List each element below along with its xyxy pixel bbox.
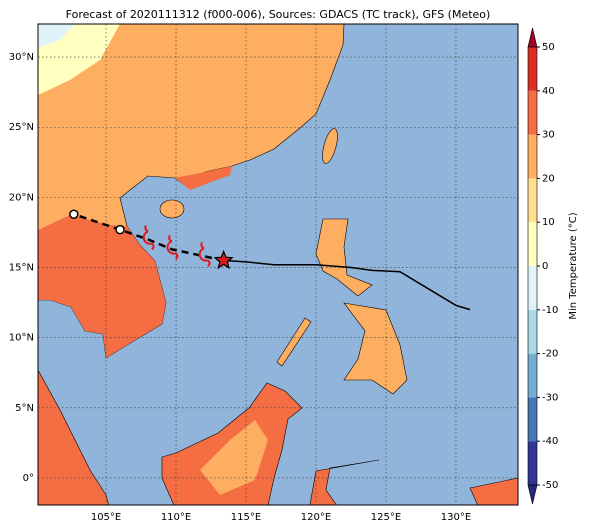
colorbar-tick-label: -10 [542,305,558,316]
warm-coast [175,166,232,190]
cold-highland [38,24,120,95]
sumatra [38,369,109,505]
colorbar-segment [528,178,537,223]
colorbar-segment [528,90,537,135]
lon-tick-label: 120°E [301,512,331,523]
colorbar-tick-label: -50 [542,480,558,491]
lat-tick-label: 25°N [9,122,34,133]
lat-tick-label: 0° [23,473,34,484]
colorbar-segment [528,441,537,485]
lon-tick-label: 130°E [441,512,471,523]
colorbar-tick-label: -40 [542,436,558,447]
storm-symbol [166,234,179,260]
colorbar-tick-label: 40 [542,86,555,97]
depression-symbol [69,209,79,219]
colorbar-tick-label: 10 [542,217,555,228]
lon-tick-label: 125°E [371,512,401,523]
colorbar-segment [528,47,537,91]
colorbar-tick-label: 20 [542,173,555,184]
cold-corner [38,24,75,48]
warm-indochina [38,215,166,358]
sulawesi [309,459,380,505]
forecast-track [73,213,224,262]
lat-tick-label: 10°N [9,333,34,344]
colorbar-tick-label: 50 [542,42,555,53]
colorbar-tick-label: -30 [542,392,558,403]
map-frame [37,23,519,506]
colorbar-segment [528,266,537,310]
east-islands [469,477,518,505]
colorbar-segment [528,353,537,398]
visayas-mindanao [343,302,408,395]
palawan [276,317,312,367]
colorbar-segment [528,222,537,266]
lat-tick-label: 15°N [9,263,34,274]
lat-tick-label: 20°N [9,192,34,203]
hainan [159,199,185,219]
taiwan [322,128,338,164]
current-position [213,249,234,270]
lon-tick-label: 105°E [91,512,121,523]
colorbar-tick-label: 0 [542,261,548,272]
storm-symbol [198,241,211,268]
lat-tick-label: 5°N [15,403,34,414]
lon-tick-label: 110°E [161,512,191,523]
colorbar-over [527,27,538,48]
borneo-interior [200,420,268,495]
map-area [38,24,518,505]
luzon [315,218,373,297]
colorbar-segment [528,397,537,442]
colorbar-tick-label: -20 [542,349,558,360]
colorbar-label: Min Temperature (°C) [568,212,579,319]
title: Forecast of 2020111312 (f000-006), Sourc… [66,8,491,21]
depression-symbol [115,224,125,235]
best-track [223,259,471,311]
colorbar-segment [528,134,537,179]
lon-tick-label: 115°E [231,512,261,523]
colorbar-under [527,484,538,505]
colorbar-segment [528,309,537,354]
colorbar-tick-label: 30 [542,130,555,141]
lat-tick-label: 30°N [9,52,34,63]
storm-symbol [142,225,155,251]
